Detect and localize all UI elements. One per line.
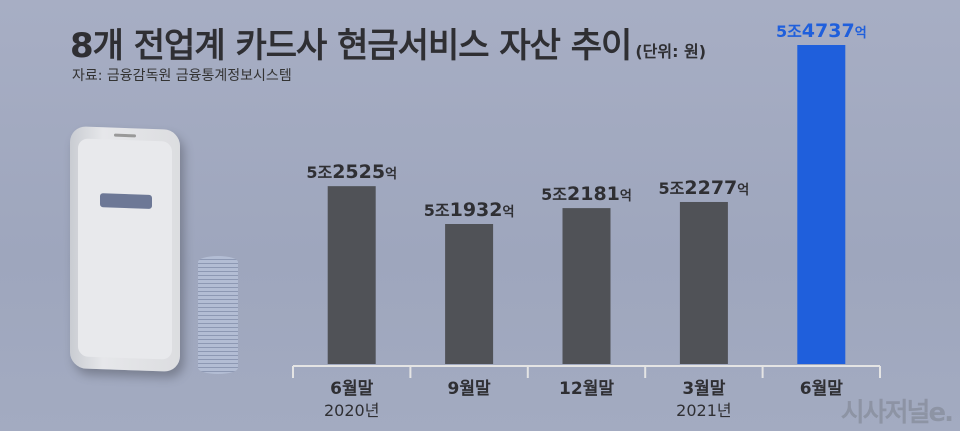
bar [679, 201, 728, 364]
data-label: 5조2181억 [541, 183, 632, 205]
x-tick-label: 9월말 [448, 378, 491, 399]
title-text: 8개 전업계 카드사 현금서비스 자산 추이 [70, 26, 632, 66]
x-tick-label: 6월말 [800, 378, 843, 399]
bar [327, 186, 376, 364]
x-tick-label: 6월말 [330, 378, 373, 399]
bar [445, 224, 494, 364]
data-label: 5조2525억 [306, 161, 397, 183]
x-tick-label: 12월말 [559, 378, 614, 399]
year-label: 2020년 [324, 401, 379, 420]
bar [797, 45, 846, 364]
year-label: 2021년 [676, 401, 731, 420]
data-label: 5조1932억 [424, 199, 515, 221]
data-label: 5조2277억 [659, 177, 750, 199]
bar [562, 208, 611, 364]
source-note: 자료: 금융감독원 금융통계정보시스템 [72, 68, 292, 84]
unit-label: (단위: 원) [635, 42, 707, 61]
chart-title: 8개 전업계 카드사 현금서비스 자산 추이 (단위: 원) [70, 18, 706, 67]
x-tick-label: 3월말 [682, 378, 725, 399]
coin-stack-illustration [198, 256, 238, 374]
data-label: 5조4737억 [776, 20, 867, 42]
watermark-logo: 시사저널e. [840, 398, 954, 428]
